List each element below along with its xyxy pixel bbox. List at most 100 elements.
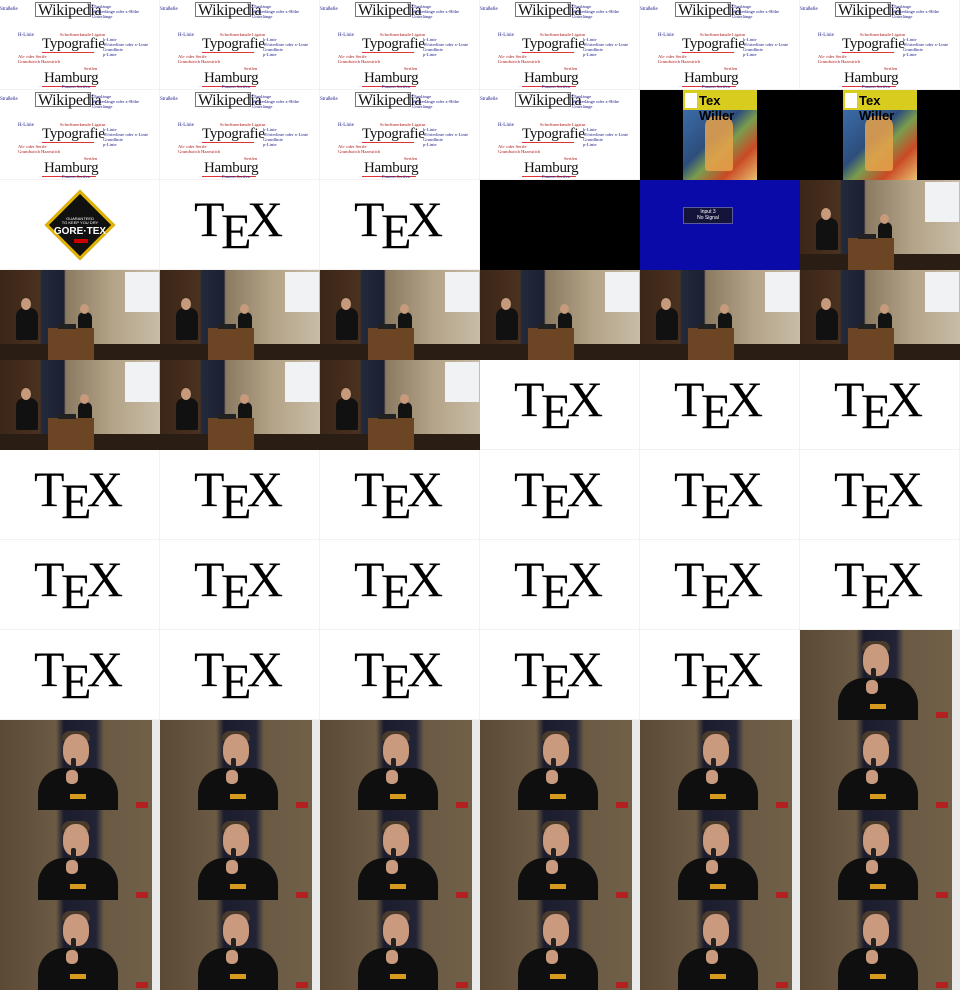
typo-left-label: H-Linie <box>18 123 34 128</box>
typo-bottom-line: Grundstrich Haarstrich <box>658 59 701 64</box>
microphone-icon <box>391 758 396 780</box>
baseline-rule <box>202 176 256 177</box>
shirt-logo <box>390 794 406 799</box>
typo-right-line: k-Linie <box>743 37 757 42</box>
typo-right-line: Grundlinie <box>583 47 603 52</box>
projection-screen <box>125 272 159 312</box>
corner-logo-icon <box>776 802 788 808</box>
typo-sup-label: Schriftmerkmale Ligatur <box>380 122 426 127</box>
wikipedia-typography-slide: Straßelle Wikipedia Überlänge Wörterläng… <box>480 90 639 179</box>
background-wall <box>312 900 320 990</box>
shirt-logo <box>390 884 406 889</box>
tex-letter-t: T <box>514 551 545 607</box>
baseline-rule <box>682 52 734 53</box>
typo-left-label: H-Linie <box>338 123 354 128</box>
speaker-face <box>543 734 569 766</box>
speaker-head <box>341 388 351 400</box>
wiki-right-line: Wörterlänge oder x-Höhe <box>572 9 620 14</box>
wiki-right-line: Unterlänge <box>572 104 593 109</box>
wiki-right-line: Überlänge <box>252 94 272 99</box>
speaker-closeup-frame <box>640 810 800 900</box>
baseline-rule <box>42 176 96 177</box>
hamburg-word: Hamburg <box>524 70 579 86</box>
wiki-left-label: Straßelle <box>320 7 338 12</box>
thumbnail-room <box>0 360 160 450</box>
speaker-hand <box>866 680 878 694</box>
speaker-closeup-frame <box>640 900 800 990</box>
thumbnail-speaker <box>640 900 800 990</box>
thumbnail-tex: T E X <box>0 630 160 720</box>
wiki-right-line: Wörterlänge oder x-Höhe <box>92 9 140 14</box>
thumbnail-tex: T E X <box>640 540 800 630</box>
laptop <box>698 324 716 329</box>
wiki-right-line: Wörterlänge oder x-Höhe <box>252 9 300 14</box>
tex-letter-e: E <box>541 473 572 529</box>
tex-letter-e: E <box>701 563 732 619</box>
shirt-logo <box>550 794 566 799</box>
wiki-right-line: Unterlänge <box>892 14 913 19</box>
hamburg-word: Hamburg <box>364 160 419 176</box>
wiki-bounding-box <box>515 2 571 17</box>
no-signal-input: Input 3 <box>700 209 716 215</box>
speaker-body <box>838 948 918 990</box>
second-person-figure <box>718 312 732 328</box>
second-person-head <box>560 304 569 314</box>
speaker-body <box>678 948 758 990</box>
thumbnail-speaker <box>0 720 160 810</box>
comic-title: Tex Willer <box>699 93 735 123</box>
speaker-hand <box>226 770 238 784</box>
thumbnail-speaker <box>800 810 960 900</box>
tex-logo: T E X <box>0 450 159 539</box>
hamburg-top-label: Serifen <box>84 66 98 71</box>
speaker-figure <box>176 308 198 340</box>
background-wall <box>472 720 480 810</box>
wiki-word: Wikipedia <box>678 2 742 19</box>
speaker-hand <box>706 770 718 784</box>
tex-logo: T E X <box>480 360 639 449</box>
shirt-logo <box>70 794 86 799</box>
tex-logo: T E X <box>320 180 479 269</box>
speaker-hand <box>66 860 78 874</box>
speaker-body <box>838 858 918 900</box>
tex-logo: T E X <box>800 540 959 629</box>
baseline-rule <box>682 86 736 87</box>
baseline-rule <box>842 52 894 53</box>
wiki-word: Wikipedia <box>198 2 262 19</box>
typo-right-line: Grundlinie <box>903 47 923 52</box>
speaker-hand <box>226 950 238 964</box>
tex-letter-t: T <box>834 461 865 517</box>
typo-right-line: k-Linie <box>903 37 917 42</box>
speaker-figure <box>336 308 358 340</box>
second-person-head <box>400 394 409 404</box>
goretex-line1: GUARANTEED <box>66 216 94 221</box>
tex-letter-x: X <box>887 461 924 517</box>
typo-right-line: Grundlinie <box>423 47 443 52</box>
wiki-word: Wikipedia <box>518 92 582 109</box>
second-person-head <box>80 304 89 314</box>
thumbnail-tex: T E X <box>160 180 320 270</box>
thumbnail-room <box>800 180 960 270</box>
typo-sup-label: Schriftmerkmale Ligatur <box>380 32 426 37</box>
laptop <box>218 414 236 419</box>
typo-right-line: p-Linie <box>903 52 917 57</box>
typo-right-line: k-Linie <box>103 127 117 132</box>
comic-title: Tex Willer <box>859 93 895 123</box>
typo-word: Typografie <box>202 36 265 52</box>
wiki-right-line: Überlänge <box>92 4 112 9</box>
tex-letter-e: E <box>61 653 92 709</box>
corner-logo-icon <box>296 892 308 898</box>
wiki-left-label: Straßelle <box>160 97 178 102</box>
background-wall <box>952 720 960 810</box>
corner-logo-icon <box>136 802 148 808</box>
tex-letter-x: X <box>247 191 284 247</box>
laptop <box>218 324 236 329</box>
tex-letter-e: E <box>861 563 892 619</box>
projection-screen <box>765 272 799 312</box>
thumbnail-wiki: Straßelle Wikipedia Überlänge Wörterläng… <box>160 90 320 180</box>
tex-letter-x: X <box>567 551 604 607</box>
hamburg-top-label: Serifen <box>884 66 898 71</box>
speaker-closeup-frame <box>0 720 160 810</box>
typo-left-label: H-Linie <box>178 33 194 38</box>
wiki-bounding-box <box>35 2 91 17</box>
tex-letter-t: T <box>354 461 385 517</box>
